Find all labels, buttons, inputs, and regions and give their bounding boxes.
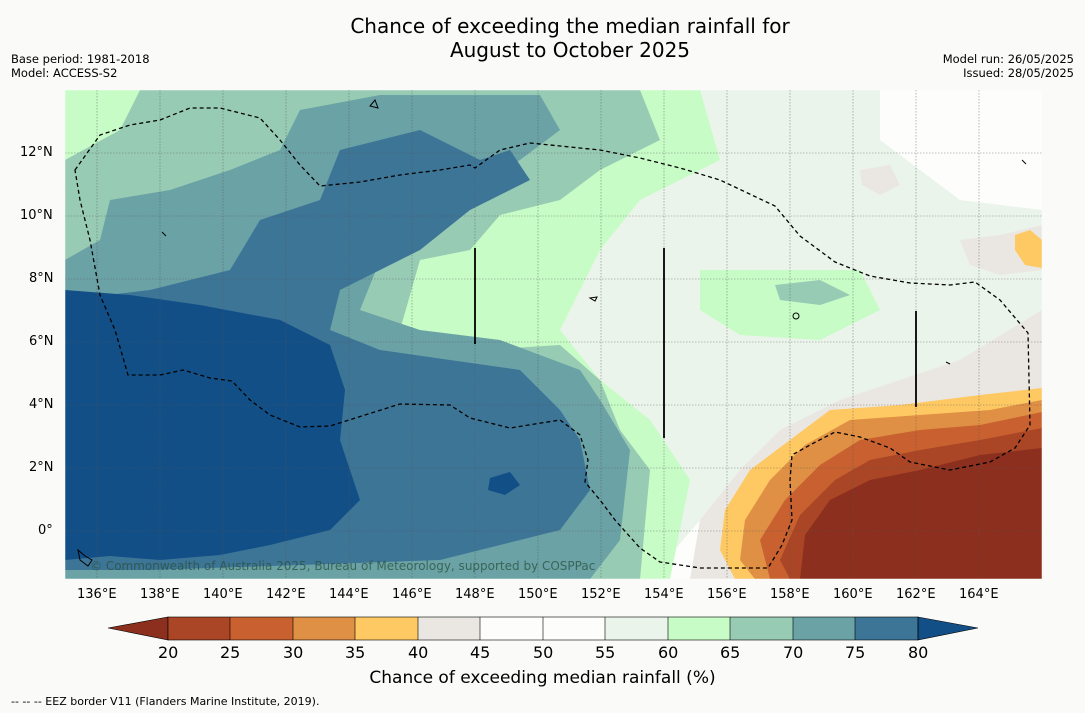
lon-label-144e: 144°E bbox=[329, 587, 369, 602]
colorbar-swatch bbox=[355, 617, 418, 640]
colorbar-tick-75: 75 bbox=[845, 643, 866, 662]
colorbar-swatch bbox=[793, 617, 855, 640]
colorbar-extend-low bbox=[107, 616, 169, 641]
lon-label-142e: 142°E bbox=[266, 587, 306, 602]
colorbar-tick-50: 50 bbox=[533, 643, 554, 662]
colorbar-tick-55: 55 bbox=[595, 643, 616, 662]
lon-label-162e: 162°E bbox=[896, 587, 936, 602]
rainfall-probability-shading bbox=[65, 90, 1042, 579]
lon-label-158e: 158°E bbox=[770, 587, 810, 602]
lon-label-148e: 148°E bbox=[455, 587, 495, 602]
colorbar-tick-70: 70 bbox=[783, 643, 804, 662]
colorbar-tick-30: 30 bbox=[283, 643, 304, 662]
map-frame bbox=[64, 89, 1043, 580]
colorbar-swatch bbox=[480, 617, 543, 640]
copyright-notice: © Commonwealth of Australia 2025, Bureau… bbox=[90, 559, 596, 573]
lat-label-4n: 4°N bbox=[29, 397, 54, 412]
title-line-1: Chance of exceeding the median rainfall … bbox=[350, 14, 790, 38]
lon-label-136e: 136°E bbox=[77, 587, 117, 602]
base-period: Base period: 1981-2018 bbox=[11, 52, 150, 66]
lon-label-154e: 154°E bbox=[644, 587, 684, 602]
lon-label-138e: 138°E bbox=[140, 587, 180, 602]
colorbar-tick-40: 40 bbox=[408, 643, 429, 662]
title-line-2: August to October 2025 bbox=[449, 38, 691, 62]
eez-border bbox=[74, 107, 1031, 569]
lon-label-150e: 150°E bbox=[518, 587, 558, 602]
colorbar-swatch bbox=[605, 617, 668, 640]
colorbar-tick-45: 45 bbox=[470, 643, 491, 662]
colorbar bbox=[107, 616, 979, 641]
model-run: Model run: 26/05/2025 bbox=[942, 52, 1074, 66]
colorbar-tick-25: 25 bbox=[220, 643, 241, 662]
colorbar-swatch bbox=[855, 617, 918, 640]
colorbar-tick-35: 35 bbox=[345, 643, 366, 662]
colorbar-swatch bbox=[230, 617, 293, 640]
lat-label-6n: 6°N bbox=[29, 334, 54, 349]
colorbar-extend-high bbox=[917, 616, 979, 641]
colorbar-swatch bbox=[543, 617, 605, 640]
coastline bbox=[77, 99, 1027, 567]
colorbar-tick-65: 65 bbox=[720, 643, 741, 662]
model-name: Model: ACCESS-S2 bbox=[11, 66, 118, 80]
lon-label-140e: 140°E bbox=[203, 587, 243, 602]
lat-label-10n: 10°N bbox=[20, 208, 53, 223]
colorbar-swatch bbox=[730, 617, 793, 640]
colorbar-swatch bbox=[668, 617, 730, 640]
lon-label-152e: 152°E bbox=[581, 587, 621, 602]
lat-label-2n: 2°N bbox=[29, 460, 54, 475]
lon-label-146e: 146°E bbox=[392, 587, 432, 602]
colorbar-title: Chance of exceeding median rainfall (%) bbox=[369, 668, 716, 688]
eez-footnote: -- -- -- EEZ border V11 (Flanders Marine… bbox=[11, 695, 320, 708]
lat-label-12n: 12°N bbox=[20, 145, 53, 160]
issued-date: Issued: 28/05/2025 bbox=[963, 66, 1074, 80]
colorbar-tick-20: 20 bbox=[158, 643, 179, 662]
lon-label-160e: 160°E bbox=[833, 587, 873, 602]
colorbar-swatch bbox=[418, 617, 480, 640]
colorbar-tick-80: 80 bbox=[908, 643, 929, 662]
colorbar-swatch bbox=[168, 617, 230, 640]
lon-label-164e: 164°E bbox=[959, 587, 999, 602]
colorbar-swatch bbox=[293, 617, 355, 640]
colorbar-tick-60: 60 bbox=[658, 643, 679, 662]
lat-label-8n: 8°N bbox=[29, 271, 54, 286]
lat-label-0: 0° bbox=[38, 523, 53, 538]
vertical-markers bbox=[474, 248, 917, 438]
map-title: Chance of exceeding the median rainfall … bbox=[0, 14, 1085, 62]
lon-label-156e: 156°E bbox=[707, 587, 747, 602]
meta-left: Base period: 1981-2018 Model: ACCESS-S2 bbox=[11, 52, 150, 80]
graticule bbox=[65, 90, 1042, 579]
meta-right: Model run: 26/05/2025 Issued: 28/05/2025 bbox=[943, 52, 1074, 80]
